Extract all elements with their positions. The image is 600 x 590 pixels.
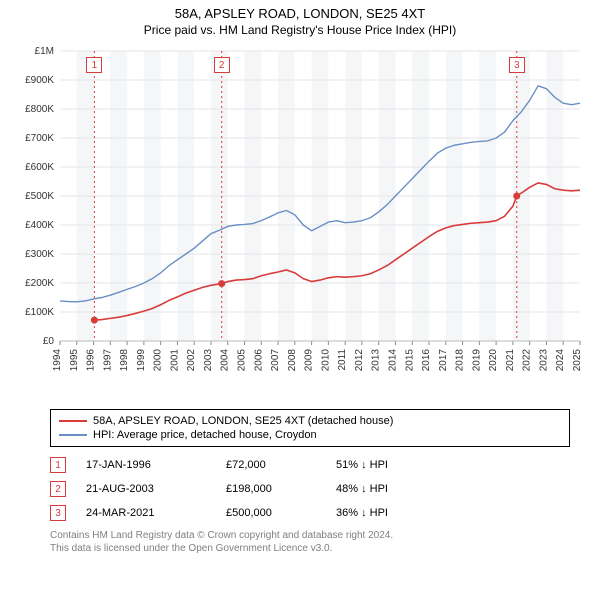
svg-text:2006: 2006 (253, 349, 264, 372)
svg-text:2001: 2001 (169, 349, 180, 372)
transaction-date: 24-MAR-2021 (86, 507, 226, 519)
transaction-row: 1 17-JAN-1996£72,00051% ↓ HPI (50, 453, 570, 477)
svg-text:2015: 2015 (404, 349, 415, 372)
transaction-row: 2 21-AUG-2003£198,00048% ↓ HPI (50, 477, 570, 501)
svg-text:2000: 2000 (153, 349, 164, 372)
svg-text:£300K: £300K (25, 249, 54, 260)
legend-label: HPI: Average price, detached house, Croy… (93, 429, 317, 441)
svg-text:2019: 2019 (471, 349, 482, 372)
transaction-date: 21-AUG-2003 (86, 483, 226, 495)
svg-text:2021: 2021 (505, 349, 516, 372)
legend: 58A, APSLEY ROAD, LONDON, SE25 4XT (deta… (50, 409, 570, 447)
line-chart-svg: £0 £100K £200K £300K £400K £500K £600K £700K £80… (10, 41, 590, 401)
legend-item: 58A, APSLEY ROAD, LONDON, SE25 4XT (deta… (59, 414, 561, 428)
svg-text:1999: 1999 (136, 349, 147, 372)
transaction-marker: 1 (50, 457, 66, 473)
transactions-table: 1 17-JAN-1996£72,00051% ↓ HPI 2 21-AUG-2003… (50, 453, 570, 525)
svg-text:2002: 2002 (186, 349, 197, 372)
transaction-price: £72,000 (226, 459, 336, 471)
sale-marker: 1 (86, 57, 102, 73)
chart-area: £0 £100K £200K £300K £400K £500K £600K £700K £80… (10, 41, 590, 401)
svg-text:£800K: £800K (25, 104, 54, 115)
svg-text:2010: 2010 (320, 349, 331, 372)
transaction-date: 17-JAN-1996 (86, 459, 226, 471)
transaction-diff: 48% ↓ HPI (336, 483, 456, 495)
svg-text:2022: 2022 (522, 349, 533, 372)
transaction-marker: 2 (50, 481, 66, 497)
chart-title: 58A, APSLEY ROAD, LONDON, SE25 4XT (0, 0, 600, 21)
svg-text:2011: 2011 (337, 349, 348, 371)
svg-text:2016: 2016 (421, 349, 432, 372)
svg-text:2018: 2018 (455, 349, 466, 372)
svg-text:2017: 2017 (438, 349, 449, 372)
svg-text:2009: 2009 (304, 349, 315, 372)
legend-swatch (59, 434, 87, 436)
svg-text:2023: 2023 (538, 349, 549, 372)
legend-item: HPI: Average price, detached house, Croy… (59, 428, 561, 442)
svg-text:£200K: £200K (25, 278, 54, 289)
svg-text:2020: 2020 (488, 349, 499, 372)
transaction-diff: 51% ↓ HPI (336, 459, 456, 471)
chart-subtitle: Price paid vs. HM Land Registry's House … (0, 21, 600, 41)
svg-text:2005: 2005 (237, 349, 248, 372)
svg-text:2014: 2014 (387, 349, 398, 372)
svg-text:2003: 2003 (203, 349, 214, 372)
transaction-row: 3 24-MAR-2021£500,00036% ↓ HPI (50, 501, 570, 525)
legend-label: 58A, APSLEY ROAD, LONDON, SE25 4XT (deta… (93, 415, 393, 427)
svg-text:2012: 2012 (354, 349, 365, 372)
transaction-price: £198,000 (226, 483, 336, 495)
svg-text:2013: 2013 (371, 349, 382, 372)
svg-text:£100K: £100K (25, 307, 54, 318)
svg-text:1994: 1994 (52, 349, 63, 372)
legend-swatch (59, 420, 87, 422)
svg-text:£900K: £900K (25, 75, 54, 86)
transaction-diff: 36% ↓ HPI (336, 507, 456, 519)
svg-text:1997: 1997 (102, 349, 113, 372)
sale-marker: 2 (214, 57, 230, 73)
footer-line: This data is licensed under the Open Gov… (50, 542, 570, 555)
svg-text:2008: 2008 (287, 349, 298, 372)
svg-text:£0: £0 (43, 336, 55, 347)
svg-text:1998: 1998 (119, 349, 130, 372)
svg-text:£700K: £700K (25, 133, 54, 144)
attribution-footer: Contains HM Land Registry data © Crown c… (50, 529, 570, 555)
svg-text:1996: 1996 (86, 349, 97, 372)
svg-text:2007: 2007 (270, 349, 281, 372)
transaction-marker: 3 (50, 505, 66, 521)
svg-text:£400K: £400K (25, 220, 54, 231)
footer-line: Contains HM Land Registry data © Crown c… (50, 529, 570, 542)
svg-text:2004: 2004 (220, 349, 231, 372)
transaction-price: £500,000 (226, 507, 336, 519)
svg-text:£600K: £600K (25, 162, 54, 173)
svg-text:£1M: £1M (35, 46, 54, 57)
svg-text:1995: 1995 (69, 349, 80, 372)
sale-marker: 3 (509, 57, 525, 73)
svg-text:2024: 2024 (555, 349, 566, 372)
svg-text:£500K: £500K (25, 191, 54, 202)
svg-text:2025: 2025 (572, 349, 583, 372)
